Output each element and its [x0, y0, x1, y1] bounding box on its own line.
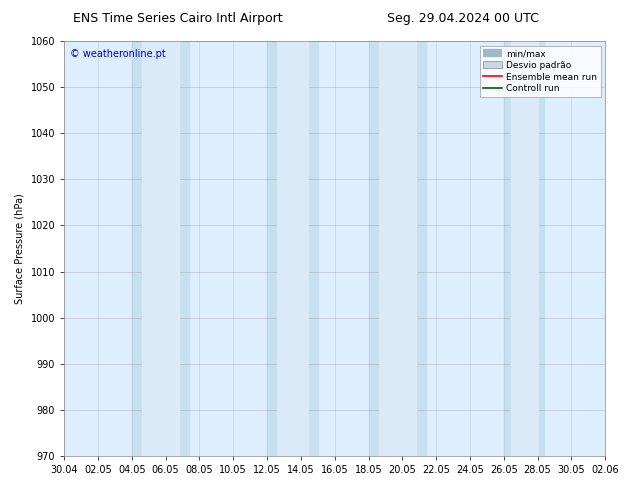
Legend: min/max, Desvio padrão, Ensemble mean run, Controll run: min/max, Desvio padrão, Ensemble mean ru… [480, 46, 600, 97]
Bar [510, 41, 538, 456]
Bar [132, 41, 190, 456]
Bar [142, 41, 179, 456]
Bar [378, 41, 416, 456]
Y-axis label: Surface Pressure (hPa): Surface Pressure (hPa) [15, 193, 25, 304]
Bar [368, 41, 426, 456]
Text: Seg. 29.04.2024 00 UTC: Seg. 29.04.2024 00 UTC [387, 12, 539, 25]
Bar [605, 41, 622, 456]
Text: ENS Time Series Cairo Intl Airport: ENS Time Series Cairo Intl Airport [73, 12, 282, 25]
Bar [267, 41, 318, 456]
Text: © weatheronline.pt: © weatheronline.pt [70, 49, 165, 59]
Bar [277, 41, 307, 456]
Bar [504, 41, 545, 456]
